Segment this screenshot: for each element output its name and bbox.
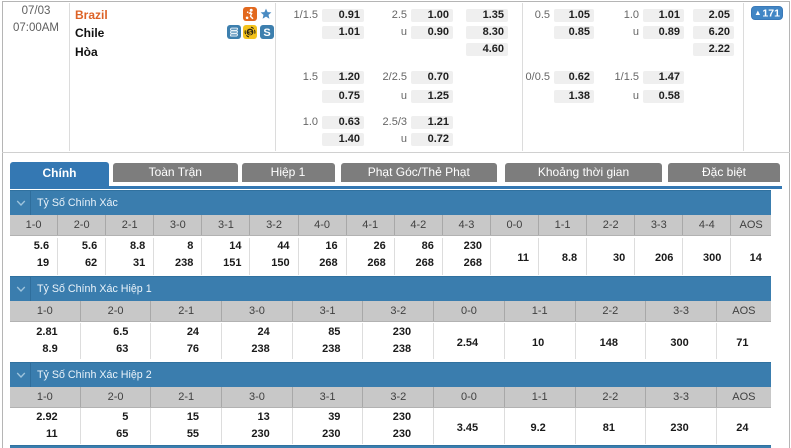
svg-text:$: $: [248, 29, 252, 36]
svg-text:S: S: [263, 27, 270, 39]
